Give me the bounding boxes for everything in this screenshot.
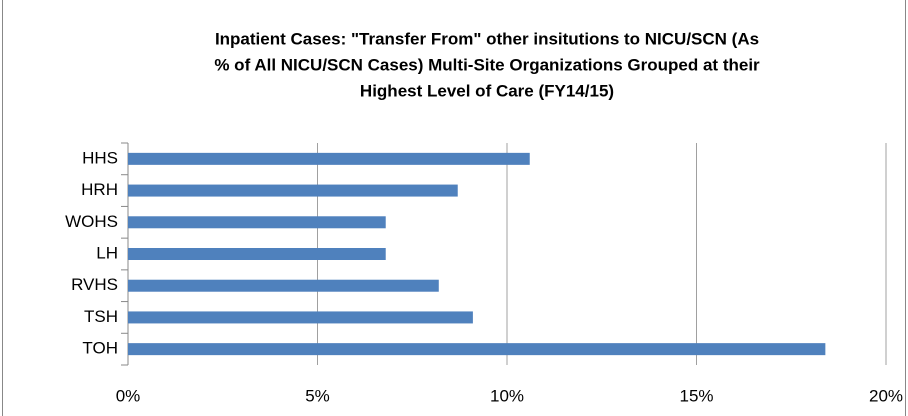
x-tick-label: 10% [490, 386, 524, 405]
bar [128, 343, 826, 356]
bar [128, 216, 386, 229]
y-tick-label: RVHS [71, 275, 118, 294]
y-tick-label: HHS [82, 148, 118, 167]
chart-title: Highest Level of Care (FY14/15) [360, 81, 614, 100]
bar [128, 184, 458, 197]
bar [128, 311, 473, 324]
bar [128, 152, 530, 165]
bar [128, 248, 386, 260]
x-tick-label: 20% [869, 386, 903, 405]
x-tick-label: 15% [679, 386, 713, 405]
x-tick-label: 5% [305, 386, 330, 405]
y-tick-label: LH [96, 243, 118, 262]
y-tick-label: HRH [81, 180, 118, 199]
bar [128, 279, 439, 292]
chart-title: Inpatient Cases: "Transfer From" other i… [215, 29, 759, 48]
x-tick-label: 0% [116, 386, 141, 405]
chart-title: % of All NICU/SCN Cases) Multi-Site Orga… [214, 55, 760, 74]
y-tick-label: TOH [82, 339, 118, 358]
y-tick-label: WOHS [65, 212, 118, 231]
y-tick-label: TSH [84, 307, 118, 326]
